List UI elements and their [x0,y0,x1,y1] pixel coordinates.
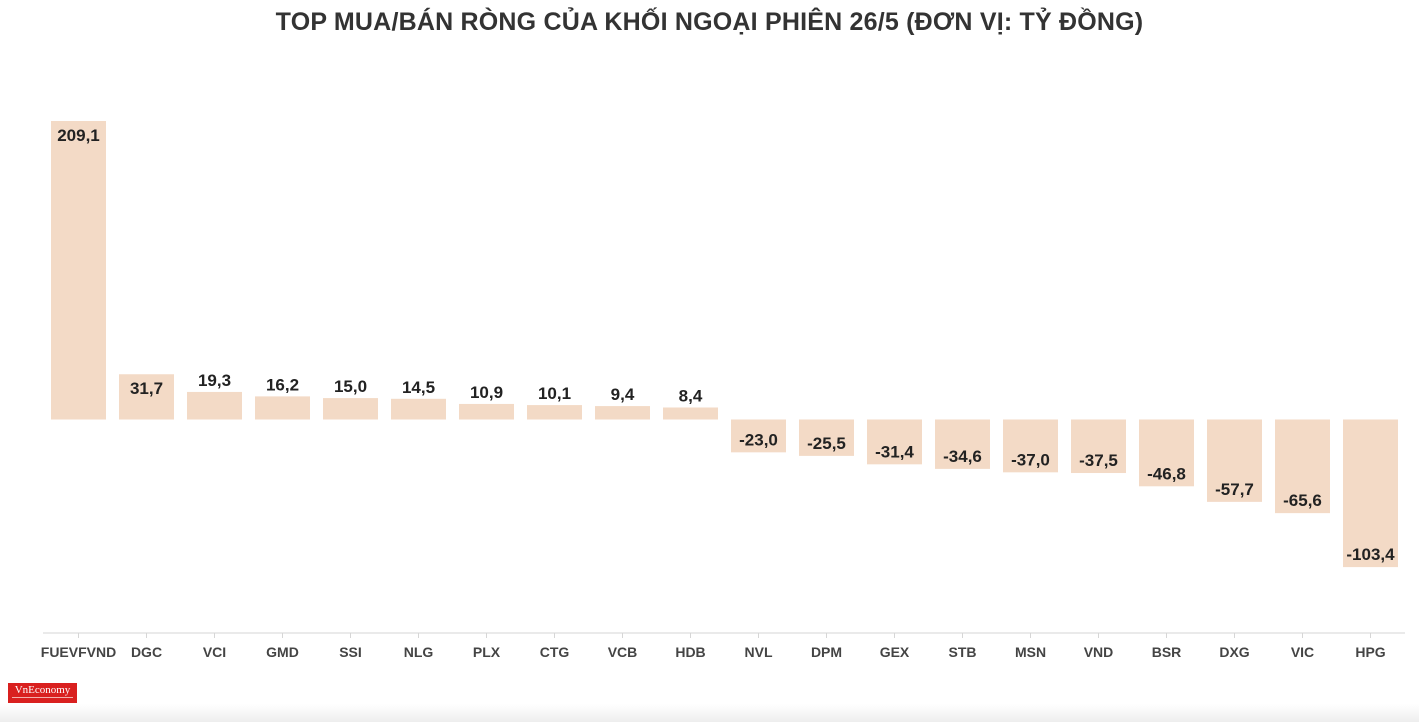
value-label-vic: -65,6 [1283,491,1322,510]
x-tick-label-nlg: NLG [404,644,434,660]
value-label-plx: 10,9 [470,383,503,402]
value-label-hpg: -103,4 [1346,545,1395,564]
value-label-stb: -34,6 [943,447,982,466]
bar-nvl [731,419,786,453]
value-label-dxg: -57,7 [1215,480,1254,499]
bar-plx [459,403,514,420]
bar-bsr [1139,419,1194,487]
x-tick-label-dpm: DPM [811,644,842,660]
x-tick-label-vci: VCI [203,644,226,660]
value-label-ssi: 15,0 [334,377,367,396]
x-tick-label-ssi: SSI [339,644,362,660]
x-tick-label-ctg: CTG [540,644,570,660]
x-tick-label-vcb: VCB [608,644,638,660]
x-tick-label-vnd: VND [1084,644,1114,660]
value-label-msn: -37,0 [1011,450,1050,469]
value-label-nlg: 14,5 [402,378,435,397]
value-label-gmd: 16,2 [266,375,299,394]
bar-dxg [1207,419,1262,502]
bar-vnd [1071,419,1126,474]
value-label-vnd: -37,5 [1079,451,1118,470]
x-tick-label-gex: GEX [880,644,910,660]
x-tick-label-dxg: DXG [1219,644,1249,660]
x-tick-label-bsr: BSR [1152,644,1182,660]
bar-vcb [595,406,650,420]
bar-stb [935,419,990,469]
value-label-gex: -31,4 [875,442,914,461]
bar-msn [1003,419,1058,473]
value-label-nvl: -23,0 [739,430,778,449]
x-tick-label-vic: VIC [1291,644,1314,660]
bar-fuevfvnd [51,121,106,420]
bar-gmd [255,396,310,420]
chart-title: TOP MUA/BÁN RÒNG CỦA KHỐI NGOẠI PHIÊN 26… [275,8,1144,36]
bottom-fade [0,704,1419,722]
bar-nlg [391,398,446,420]
x-tick-label-plx: PLX [473,644,501,660]
bar-hdb [663,407,718,420]
bar-ctg [527,405,582,420]
value-label-ctg: 10,1 [538,384,571,403]
x-tick-label-hdb: HDB [675,644,705,660]
x-tick-label-msn: MSN [1015,644,1046,660]
x-tick-label-stb: STB [949,644,977,660]
bar-hpg [1343,419,1398,568]
vneconomy-logo: VnEconomy [8,683,77,703]
x-tick-label-nvl: NVL [745,644,773,660]
value-label-dgc: 31,7 [130,379,163,398]
x-tick-label-gmd: GMD [266,644,299,660]
value-label-fuevfvnd: 209,1 [57,126,100,145]
bar-gex [867,419,922,465]
value-label-dpm: -25,5 [807,434,846,453]
value-label-hdb: 8,4 [679,387,703,406]
x-tick-label-hpg: HPG [1355,644,1385,660]
value-label-bsr: -46,8 [1147,464,1186,483]
logo-text: VnEconomy [14,684,71,696]
x-tick-label-fuevfvnd: FUEVFVND [41,644,116,660]
bar-ssi [323,398,378,420]
x-tick-label-dgc: DGC [131,644,162,660]
bar-vci [187,391,242,420]
value-label-vci: 19,3 [198,371,231,390]
bar-dpm [799,419,854,456]
value-label-vcb: 9,4 [611,385,635,404]
bar-dgc [119,374,174,420]
bar-vic [1275,419,1330,514]
